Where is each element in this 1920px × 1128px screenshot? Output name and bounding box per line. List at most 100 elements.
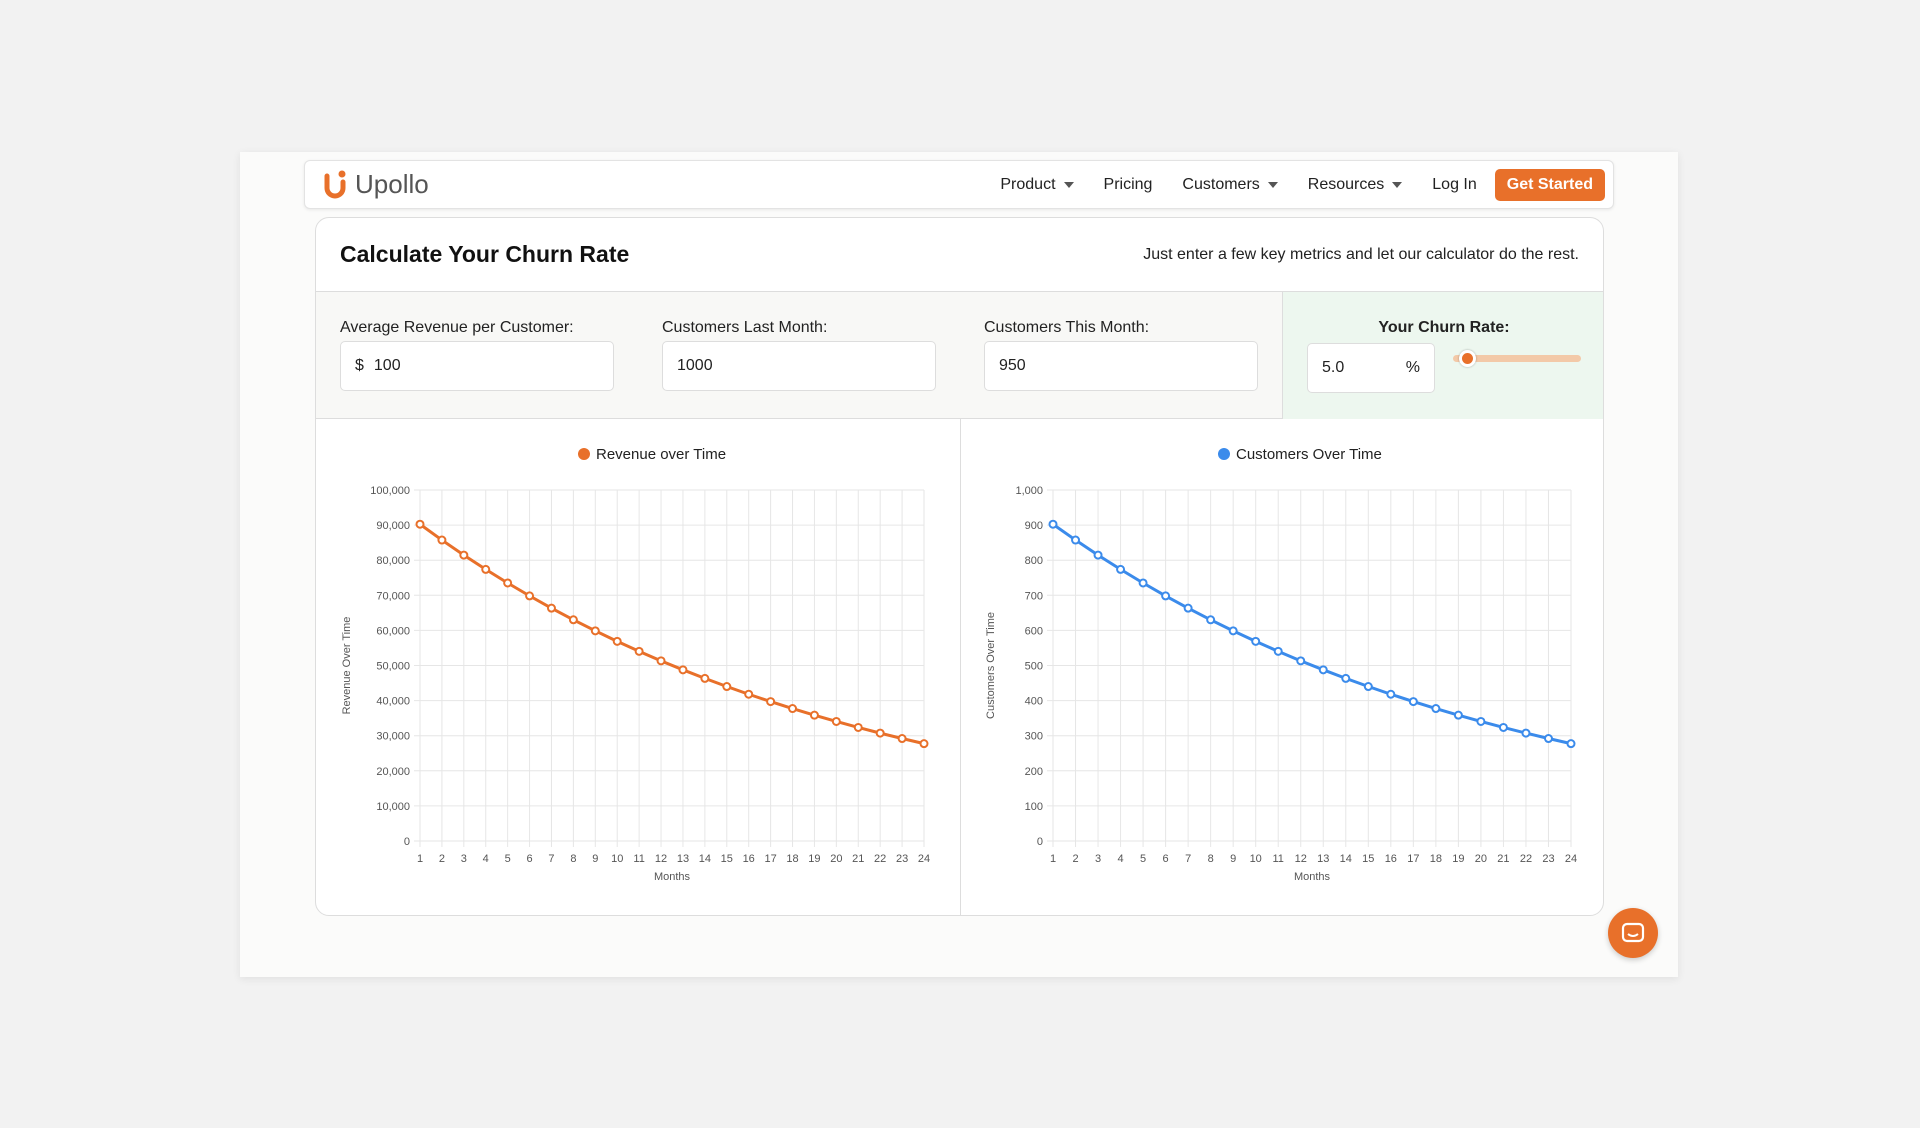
nav-pricing[interactable]: Pricing	[1103, 176, 1153, 193]
logo[interactable]: Upollo	[323, 169, 429, 200]
x-tick-label: 11	[1273, 853, 1284, 865]
data-point	[546, 603, 556, 613]
churn-rate-input[interactable]: 5.0%	[1307, 343, 1435, 393]
x-axis-title: Months	[1294, 871, 1331, 883]
churn-rate-label: Your Churn Rate:	[1378, 319, 1510, 336]
customers-last-month-field: Customers Last Month: 1000	[662, 319, 936, 391]
series-line	[419, 523, 925, 746]
y-tick-label: 1,000	[1015, 485, 1043, 497]
series-line	[1052, 522, 1572, 746]
y-tick-label: 400	[1025, 696, 1043, 708]
data-point	[568, 615, 578, 625]
data-point	[788, 704, 798, 714]
data-point	[809, 710, 819, 720]
data-point	[590, 626, 600, 636]
x-tick-label: 9	[592, 853, 598, 865]
divider	[960, 419, 961, 915]
input-value: 5.0	[1322, 359, 1345, 376]
x-tick-label: 12	[655, 853, 667, 865]
churn-result-panel: Your Churn Rate: 5.0%	[1282, 292, 1603, 419]
x-tick-label: 14	[1340, 853, 1352, 865]
y-tick-label: 800	[1025, 555, 1043, 567]
data-point	[1543, 734, 1553, 744]
data-point	[437, 535, 447, 545]
y-tick-label: 600	[1025, 625, 1043, 637]
avg-revenue-input[interactable]: $100	[340, 341, 614, 391]
x-tick-label: 24	[1565, 853, 1577, 865]
brand-name: Upollo	[355, 169, 429, 199]
data-point	[1296, 656, 1306, 666]
x-tick-label: 7	[1185, 853, 1191, 865]
x-tick-label: 15	[1362, 853, 1374, 865]
x-tick-label: 4	[1118, 853, 1124, 865]
x-tick-label: 21	[852, 853, 864, 865]
churn-calculator: Calculate Your Churn Rate Just enter a f…	[315, 217, 1604, 916]
nav-resources[interactable]: Resources	[1308, 176, 1403, 194]
data-point	[678, 665, 688, 675]
x-tick-label: 2	[1072, 853, 1078, 865]
x-tick-label: 14	[699, 853, 711, 865]
nav-login[interactable]: Log In	[1432, 176, 1477, 193]
x-tick-label: 5	[505, 853, 511, 865]
data-point	[525, 591, 535, 601]
x-tick-label: 17	[1407, 853, 1419, 865]
y-tick-label: 700	[1025, 590, 1043, 602]
customers-chart-panel: Customers Over Time 0 100 200 300 400 500 600 70…	[961, 419, 1603, 915]
data-point	[853, 722, 863, 732]
y-tick-label: 80,000	[376, 555, 410, 567]
y-tick-label: 50,000	[376, 661, 410, 673]
legend-label: Revenue over Time	[596, 446, 726, 463]
data-point	[1453, 710, 1463, 720]
data-point	[1071, 535, 1081, 545]
x-tick-label: 9	[1230, 853, 1236, 865]
legend-label: Customers Over Time	[1236, 446, 1382, 463]
input-value: 950	[999, 357, 1026, 374]
y-tick-label: 200	[1025, 766, 1043, 778]
legend-marker	[1218, 448, 1230, 460]
data-point	[1183, 603, 1193, 613]
data-point	[1363, 682, 1373, 692]
x-tick-label: 20	[830, 853, 842, 865]
data-point	[1228, 626, 1238, 636]
data-point	[634, 646, 644, 656]
get-started-button[interactable]: Get Started	[1494, 169, 1605, 201]
x-tick-label: 22	[874, 853, 886, 865]
page-subtitle: Just enter a few key metrics and let our…	[1143, 245, 1579, 263]
data-point	[1273, 646, 1283, 656]
customers-this-month-input[interactable]: 950	[984, 341, 1258, 391]
data-point	[459, 550, 469, 560]
legend-marker	[578, 448, 590, 460]
x-tick-label: 8	[1208, 853, 1214, 865]
field-label: Average Revenue per Customer:	[340, 319, 574, 336]
x-tick-label: 13	[1317, 853, 1329, 865]
y-tick-label: 0	[404, 836, 410, 848]
data-point	[415, 519, 425, 529]
data-point	[503, 578, 513, 588]
chat-button[interactable]	[1608, 908, 1658, 958]
x-tick-label: 22	[1520, 853, 1532, 865]
x-tick-label: 3	[1095, 853, 1101, 865]
data-point	[1318, 665, 1328, 675]
data-point	[897, 734, 907, 744]
slider-thumb[interactable]	[1458, 350, 1476, 367]
churn-rate-slider[interactable]	[1453, 350, 1581, 367]
y-tick-label: 300	[1025, 731, 1043, 743]
data-point	[766, 697, 776, 707]
x-tick-label: 23	[1542, 853, 1554, 865]
customers-last-month-input[interactable]: 1000	[662, 341, 936, 391]
x-tick-label: 10	[1250, 853, 1262, 865]
data-point	[1048, 519, 1058, 529]
y-axis-title: Revenue Over Time	[341, 617, 353, 715]
upollo-logo-icon	[324, 170, 346, 198]
data-point	[1116, 564, 1126, 574]
x-tick-label: 13	[677, 853, 689, 865]
data-point	[481, 564, 491, 574]
x-tick-label: 19	[1452, 853, 1464, 865]
x-tick-label: 16	[1385, 853, 1397, 865]
data-point	[1206, 615, 1216, 625]
nav-customers[interactable]: Customers	[1182, 176, 1278, 194]
revenue-chart-panel: Revenue over Time 0 10,000 20,000 30,000 40,0…	[316, 419, 960, 915]
nav-product[interactable]: Product	[1000, 176, 1074, 194]
y-tick-label: 20,000	[376, 766, 410, 778]
data-point	[1138, 578, 1148, 588]
